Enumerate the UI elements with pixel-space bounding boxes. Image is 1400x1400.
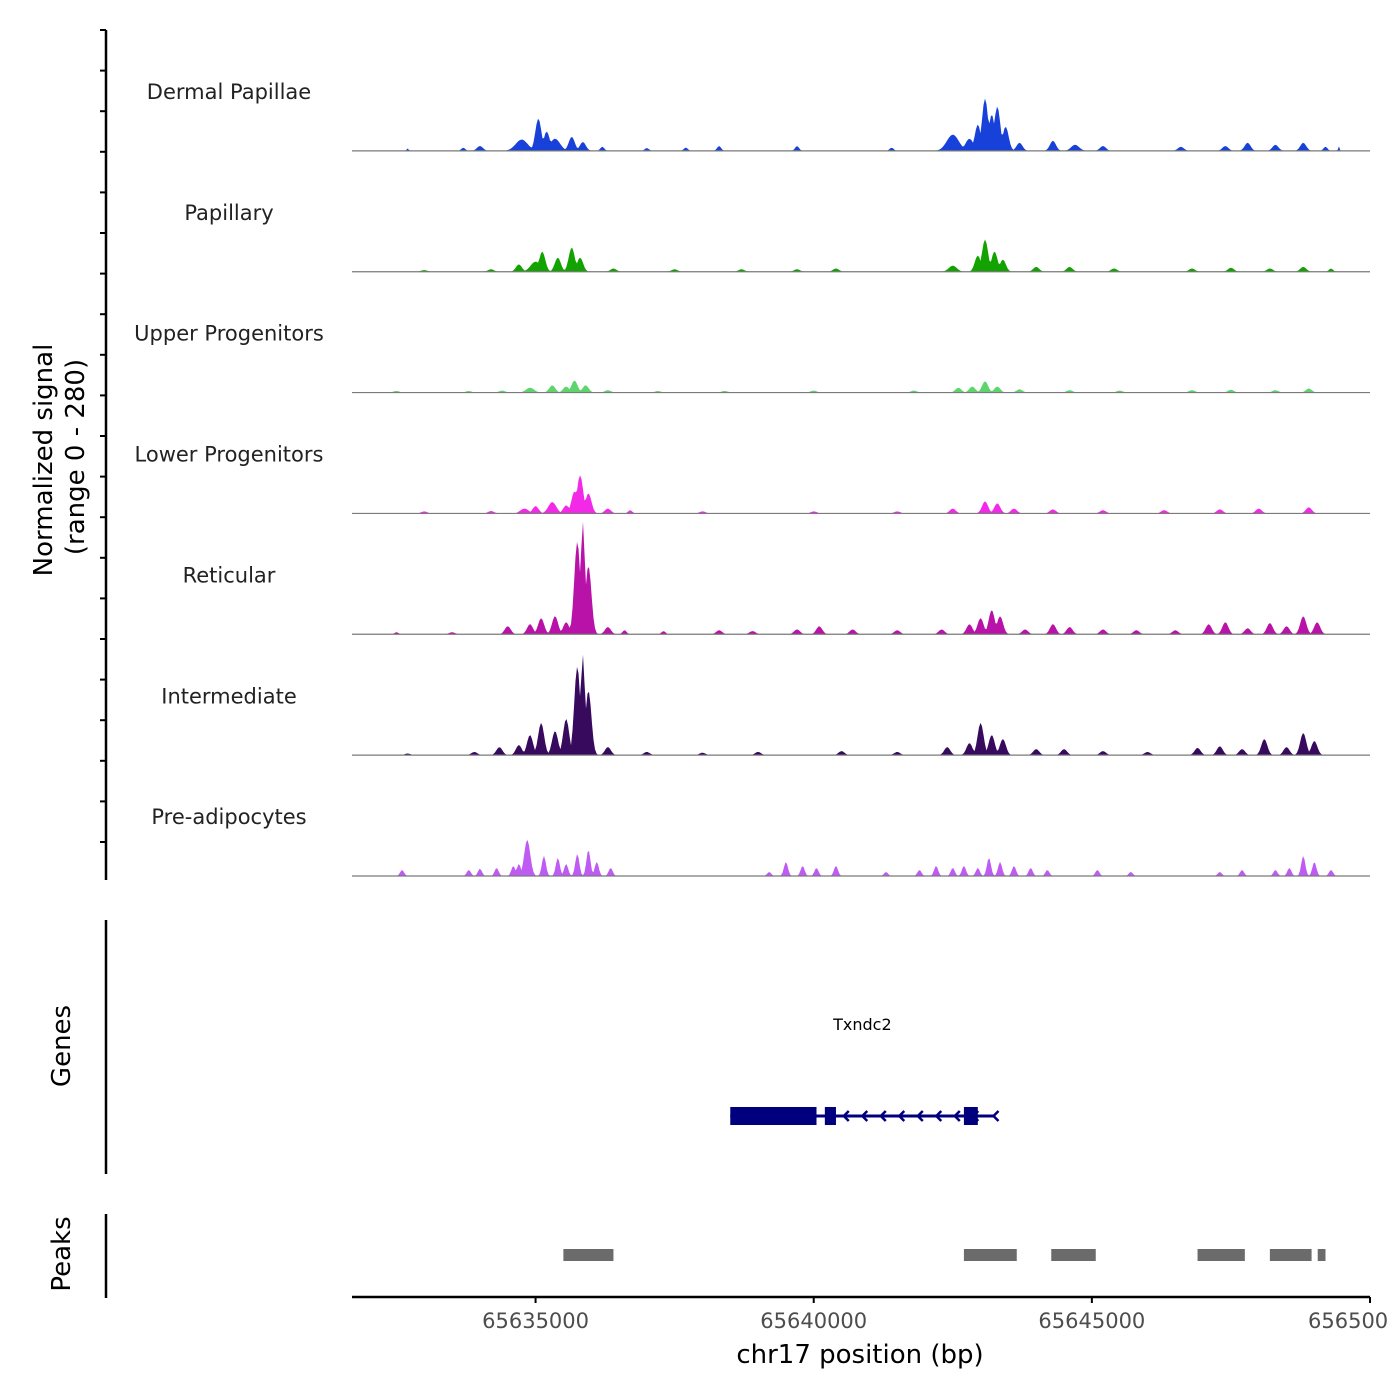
coverage-area <box>352 839 1370 876</box>
strand-arrow <box>842 1110 850 1122</box>
track-label: Intermediate <box>161 684 297 708</box>
strand-arrow <box>934 1110 943 1122</box>
strand-arrow <box>991 1110 1000 1122</box>
track-reticular: Reticular <box>183 521 1370 635</box>
x-tick-label: 65635000 <box>482 1309 589 1333</box>
signal-y-axis-ticks <box>100 29 106 843</box>
track-label: Papillary <box>184 201 273 225</box>
gene-exon <box>730 1107 817 1125</box>
peak-region <box>963 1249 1017 1261</box>
x-axis-ticks: 65635000 65640000 65645000 656500 <box>482 1297 1388 1333</box>
strand-arrow <box>897 1110 906 1122</box>
peak-region <box>1051 1249 1096 1261</box>
track-papillary: Papillary <box>184 201 1370 273</box>
peak-region <box>1269 1249 1312 1261</box>
strand-arrow <box>860 1110 869 1122</box>
signal-tracks: Dermal Papillae Papillary Upper Progenitor… <box>134 80 1370 877</box>
peak-region <box>1317 1249 1326 1261</box>
coverage-area <box>352 654 1370 756</box>
track-upper-progenitors: Upper Progenitors <box>134 322 1370 394</box>
track-pre-adipocytes: Pre-adipocytes <box>151 805 1370 877</box>
track-dermal-papillae: Dermal Papillae <box>147 80 1370 152</box>
peak-region <box>563 1249 614 1261</box>
peaks-label: Peaks <box>47 1216 77 1291</box>
coverage-area <box>352 98 1370 151</box>
strand-arrow <box>879 1110 887 1122</box>
x-tick-label: 65640000 <box>760 1309 867 1333</box>
gene-model: Txndc2 <box>730 1015 1000 1125</box>
coverage-area <box>352 475 1370 514</box>
strand-arrow <box>916 1110 924 1122</box>
y-axis-title-line1: Normalized signal <box>29 344 59 577</box>
track-label: Pre-adipocytes <box>151 805 306 829</box>
x-axis-title: chr17 position (bp) <box>736 1340 983 1370</box>
track-label: Upper Progenitors <box>134 322 324 346</box>
track-intermediate: Intermediate <box>161 654 1370 756</box>
x-tick-label: 656500 <box>1308 1309 1388 1333</box>
gene-name-label: Txndc2 <box>832 1015 892 1034</box>
coverage-area <box>352 239 1370 272</box>
track-label: Reticular <box>183 563 276 587</box>
track-lower-progenitors: Lower Progenitors <box>135 443 1370 515</box>
track-label: Dermal Papillae <box>147 80 311 104</box>
x-tick-label: 65645000 <box>1038 1309 1145 1333</box>
peak-region <box>1197 1249 1245 1261</box>
track-label: Lower Progenitors <box>135 443 324 467</box>
peak-regions <box>563 1249 1326 1261</box>
genes-label: Genes <box>47 1005 77 1087</box>
y-axis-title-line2: (range 0 - 280) <box>61 359 91 555</box>
gene-exon <box>824 1107 836 1125</box>
coverage-area <box>352 521 1370 635</box>
strand-arrow <box>953 1110 961 1122</box>
coverage-area <box>352 380 1370 393</box>
gene-exon <box>963 1107 978 1125</box>
